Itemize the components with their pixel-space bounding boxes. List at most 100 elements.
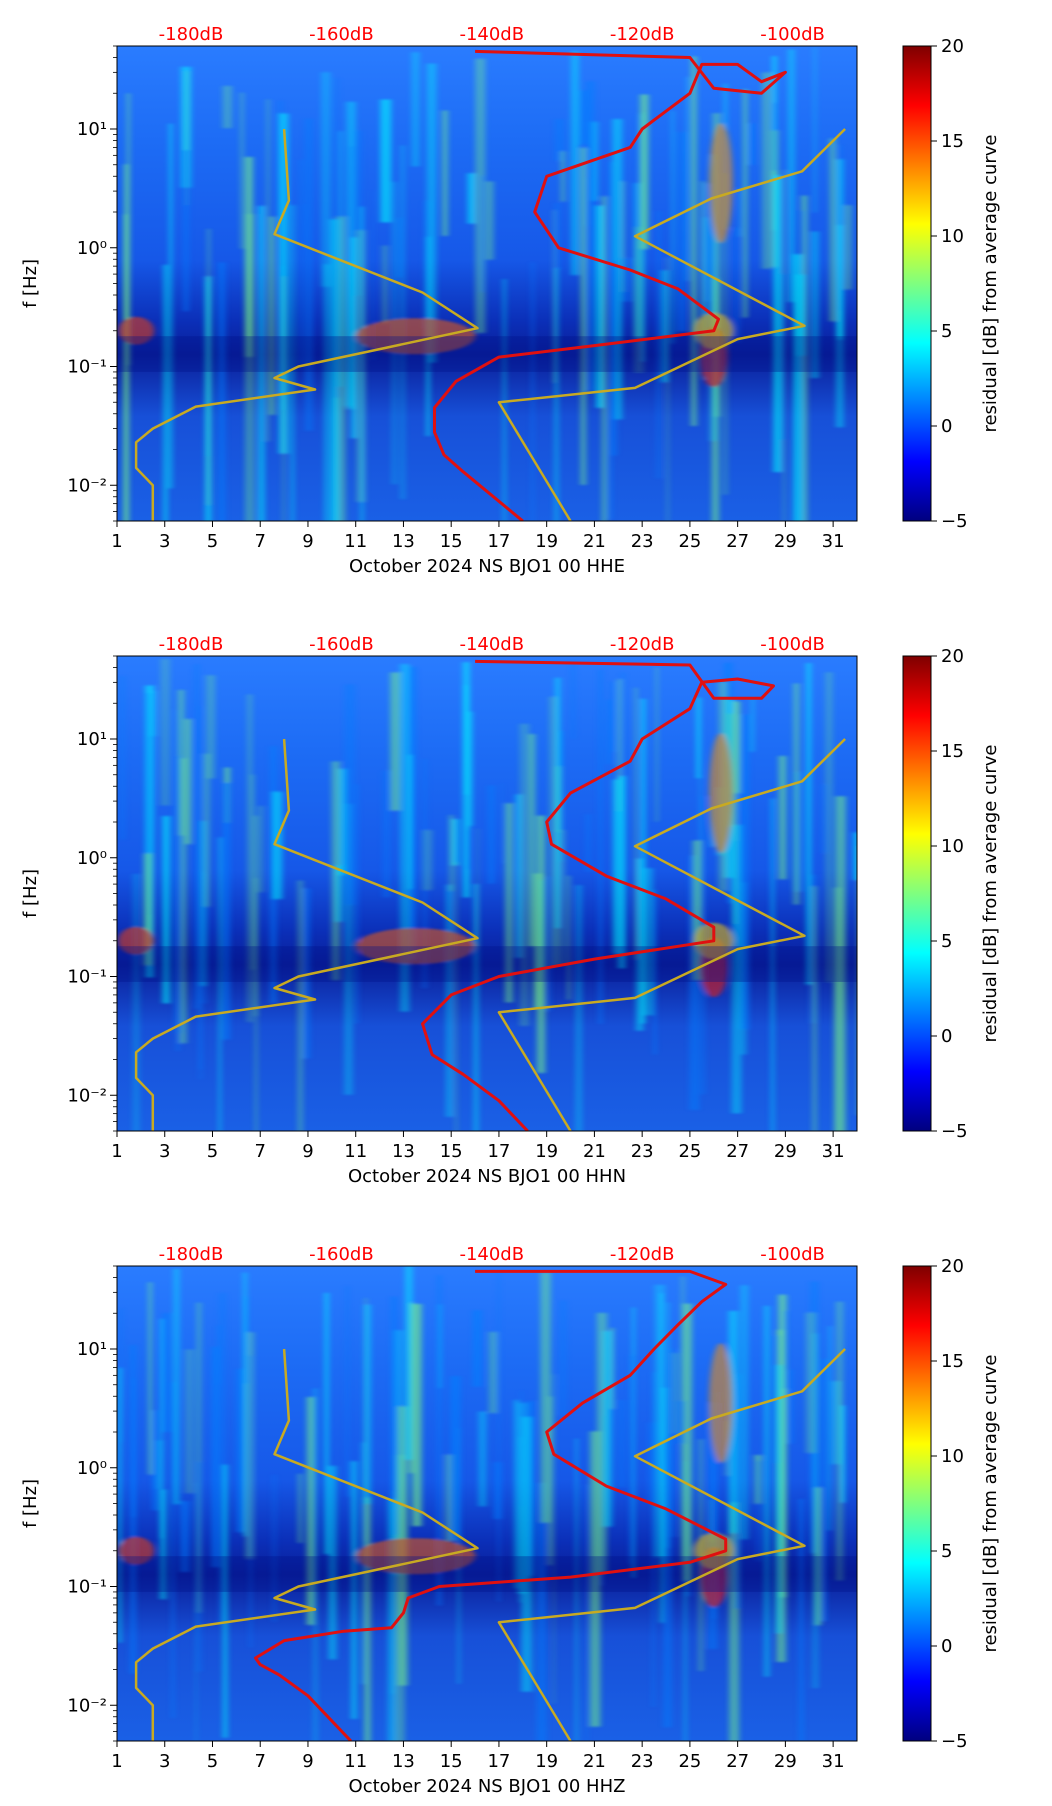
x-tick-label: 15: [440, 1141, 463, 1162]
db-level-label: -160dB: [309, 24, 374, 45]
x-tick-label: 9: [302, 531, 313, 552]
y-tick-label: 10⁻²: [67, 1695, 107, 1716]
average-curve-line: [433, 49, 787, 521]
x-tick-label: 23: [631, 1751, 654, 1772]
x-tick-label: 19: [535, 1751, 558, 1772]
y-tick-label: 10⁻²: [67, 1085, 107, 1106]
y-tick-label: 10⁻¹: [67, 357, 107, 378]
db-level-label: -180dB: [159, 1244, 224, 1265]
y-tick-label: 10¹: [77, 729, 107, 750]
x-tick-label: 7: [254, 1141, 265, 1162]
noise-model-line-1: [134, 738, 479, 1131]
colorbar-tick-label: 10: [941, 226, 964, 247]
x-tick-label: 1: [111, 531, 122, 552]
x-tick-label: 11: [344, 531, 367, 552]
x-axis-label: October 2024 NS BJO1 00 HHZ: [349, 1776, 626, 1797]
x-tick-label: 11: [344, 1751, 367, 1772]
x-tick-label: 7: [254, 531, 265, 552]
colorbar-tick-label: 10: [941, 1446, 964, 1467]
db-level-label: -100dB: [760, 1244, 825, 1265]
x-tick-label: 15: [440, 1751, 463, 1772]
heatmap-dark-band: [117, 946, 857, 982]
colorbar: −5 0 5 10 15 20 residual [dB] from average cur…: [902, 646, 1001, 1142]
x-tick-label: 21: [583, 531, 606, 552]
x-tick-label: 25: [678, 1751, 701, 1772]
x-axis-label: October 2024 NS BJO1 00 HHN: [348, 1166, 626, 1187]
colorbar-gradient: [902, 45, 932, 522]
x-tick-label: 31: [822, 531, 845, 552]
x-tick-label: 5: [207, 1141, 218, 1162]
x-tick-label: 7: [254, 1751, 265, 1772]
x-tick-label: 3: [159, 531, 170, 552]
heatmap-dark-band: [117, 336, 857, 372]
y-tick-label: 10⁰: [77, 238, 107, 259]
x-tick-label: 27: [726, 1141, 749, 1162]
x-tick-label: 23: [631, 531, 654, 552]
noise-model-line-1: [134, 1348, 479, 1741]
x-tick-label: 1: [111, 1751, 122, 1772]
y-tick-label: 10⁻¹: [67, 1577, 107, 1598]
db-level-label: -100dB: [760, 634, 825, 655]
heatmap-dark-band: [117, 1556, 857, 1592]
spectrogram-panel-2: 1 3 5 7 9 11 13 15 17 19 21 23 25 27 29 3110⁻²10⁻¹10⁰10…: [20, 634, 1001, 1187]
colorbar: −5 0 5 10 15 20 residual [dB] from average cur…: [902, 1256, 1001, 1752]
x-tick-label: 27: [726, 531, 749, 552]
db-level-label: -140dB: [459, 24, 524, 45]
x-tick-label: 23: [631, 1141, 654, 1162]
db-level-label: -140dB: [459, 634, 524, 655]
heatmap-area: [117, 656, 857, 1131]
heatmap-area: [117, 1266, 857, 1741]
x-tick-label: 19: [535, 1141, 558, 1162]
colorbar-label: residual [dB] from average curve: [980, 1354, 1001, 1652]
colorbar: −5 0 5 10 15 20 residual [dB] from average cur…: [902, 36, 1001, 532]
y-tick-label: 10⁻¹: [67, 967, 107, 988]
x-tick-label: 25: [678, 531, 701, 552]
x-tick-label: 9: [302, 1751, 313, 1772]
noise-model-line-1: [134, 128, 479, 521]
y-axis-label: f [Hz]: [20, 869, 41, 918]
heatmap-texture: [118, 658, 857, 1131]
x-tick-label: 13: [392, 531, 415, 552]
colorbar-tick-label: −5: [941, 1731, 968, 1752]
db-level-label: -160dB: [309, 634, 374, 655]
x-tick-label: 3: [159, 1751, 170, 1772]
colorbar-tick-label: 0: [941, 1636, 952, 1657]
x-tick-label: 17: [487, 531, 510, 552]
average-curve-line: [254, 1269, 728, 1741]
y-tick-label: 10¹: [77, 1339, 107, 1360]
average-curve-line: [421, 659, 775, 1131]
db-level-label: -140dB: [459, 1244, 524, 1265]
colorbar-tick-label: 0: [941, 416, 952, 437]
x-tick-label: 17: [487, 1141, 510, 1162]
y-tick-label: 10⁰: [77, 848, 107, 869]
colorbar-gradient: [902, 655, 932, 1132]
x-tick-label: 31: [822, 1751, 845, 1772]
x-axis-label: October 2024 NS BJO1 00 HHE: [349, 556, 625, 577]
colorbar-tick-label: 15: [941, 131, 964, 152]
y-axis-label: f [Hz]: [20, 259, 41, 308]
x-tick-label: 29: [774, 1751, 797, 1772]
db-level-label: -160dB: [309, 1244, 374, 1265]
colorbar-tick-label: 5: [941, 1541, 952, 1562]
heatmap-texture: [118, 1266, 845, 1741]
colorbar-tick-label: 0: [941, 1026, 952, 1047]
colorbar-gradient: [902, 1265, 932, 1742]
x-tick-label: 31: [822, 1141, 845, 1162]
colorbar-tick-label: 10: [941, 836, 964, 857]
colorbar-tick-label: 5: [941, 931, 952, 952]
x-tick-label: 17: [487, 1751, 510, 1772]
colorbar-tick-label: −5: [941, 1121, 968, 1142]
db-level-label: -180dB: [159, 634, 224, 655]
db-level-label: -120dB: [610, 1244, 675, 1265]
colorbar-tick-label: 15: [941, 1351, 964, 1372]
y-tick-label: 10¹: [77, 119, 107, 140]
colorbar-tick-label: 20: [941, 1256, 964, 1277]
x-tick-label: 21: [583, 1141, 606, 1162]
db-level-label: -120dB: [610, 24, 675, 45]
colorbar-tick-label: 20: [941, 36, 964, 57]
colorbar-label: residual [dB] from average curve: [980, 134, 1001, 432]
spectrogram-panel-3: 1 3 5 7 9 11 13 15 17 19 21 23 25 27 29 3110⁻²10⁻¹10⁰10…: [20, 1244, 1001, 1797]
x-tick-label: 25: [678, 1141, 701, 1162]
noise-model-line-2: [497, 738, 846, 1131]
